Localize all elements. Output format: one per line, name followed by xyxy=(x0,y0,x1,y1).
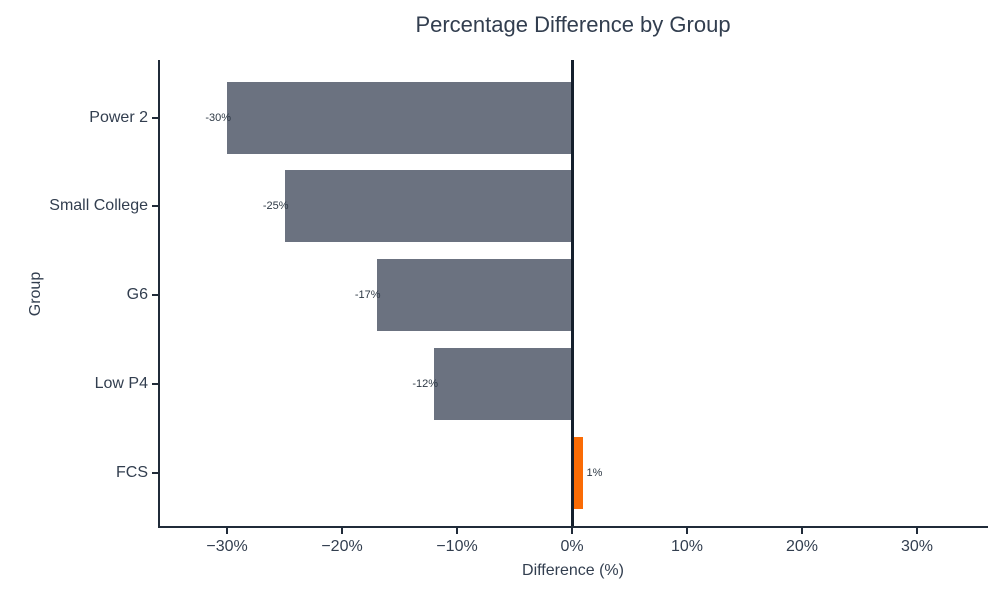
x-tick-mark-10 xyxy=(686,528,688,534)
bar-low-p4 xyxy=(434,348,572,421)
bar-fcs xyxy=(572,437,584,510)
bar-value-label-low-p4: -12% xyxy=(412,378,439,391)
y-tick-mark-g6 xyxy=(152,294,158,297)
y-tick-mark-low-p4 xyxy=(152,383,158,386)
y-tick-label-g6: G6 xyxy=(126,286,148,304)
x-tick-label-0: 0% xyxy=(560,538,584,555)
y-tick-label-low-p4: Low P4 xyxy=(94,375,148,393)
y-tick-label-fcs: FCS xyxy=(116,464,148,482)
x-tick-mark-20 xyxy=(800,528,803,534)
bar-power-2 xyxy=(227,81,572,154)
chart-title: Percentage Difference by Group xyxy=(415,12,731,37)
bar-g6 xyxy=(376,259,572,332)
x-tick-mark-30 xyxy=(915,528,918,534)
y-tick-mark-power-2 xyxy=(152,116,158,119)
bar-value-label-g6: -17% xyxy=(354,289,381,302)
x-axis-label: Difference (%) xyxy=(522,562,624,579)
x-tick-label-10: 10% xyxy=(670,538,704,555)
x-tick-label-30: 30% xyxy=(900,538,933,555)
y-tick-label-power-2: Power 2 xyxy=(89,108,148,126)
y-tick-mark-small-college xyxy=(152,205,158,208)
y-tick-mark-fcs xyxy=(152,472,158,475)
bar-value-label-fcs: 1% xyxy=(586,467,603,480)
x-tick-mark--10 xyxy=(456,528,459,534)
x-tick-label--20: −20% xyxy=(321,538,363,555)
y-axis-label: Group xyxy=(27,271,44,317)
x-tick-label-20: 20% xyxy=(785,538,818,555)
bar-value-label-small-college: -25% xyxy=(262,200,289,213)
bar-small-college xyxy=(284,170,572,243)
x-tick-label--30: −30% xyxy=(206,538,248,555)
x-tick-label--10: −10% xyxy=(436,538,478,555)
x-tick-mark--20 xyxy=(341,528,344,534)
plot-area: -30% Power 2 -25% Small College -17% G6 -12% Lo… xyxy=(49,60,988,555)
y-tick-label-small-college: Small College xyxy=(49,197,148,215)
zero-reference-line xyxy=(570,60,574,526)
x-tick-mark--30 xyxy=(226,528,229,534)
x-tick-mark-0 xyxy=(571,528,573,534)
bar-value-label-power-2: -30% xyxy=(205,111,232,124)
